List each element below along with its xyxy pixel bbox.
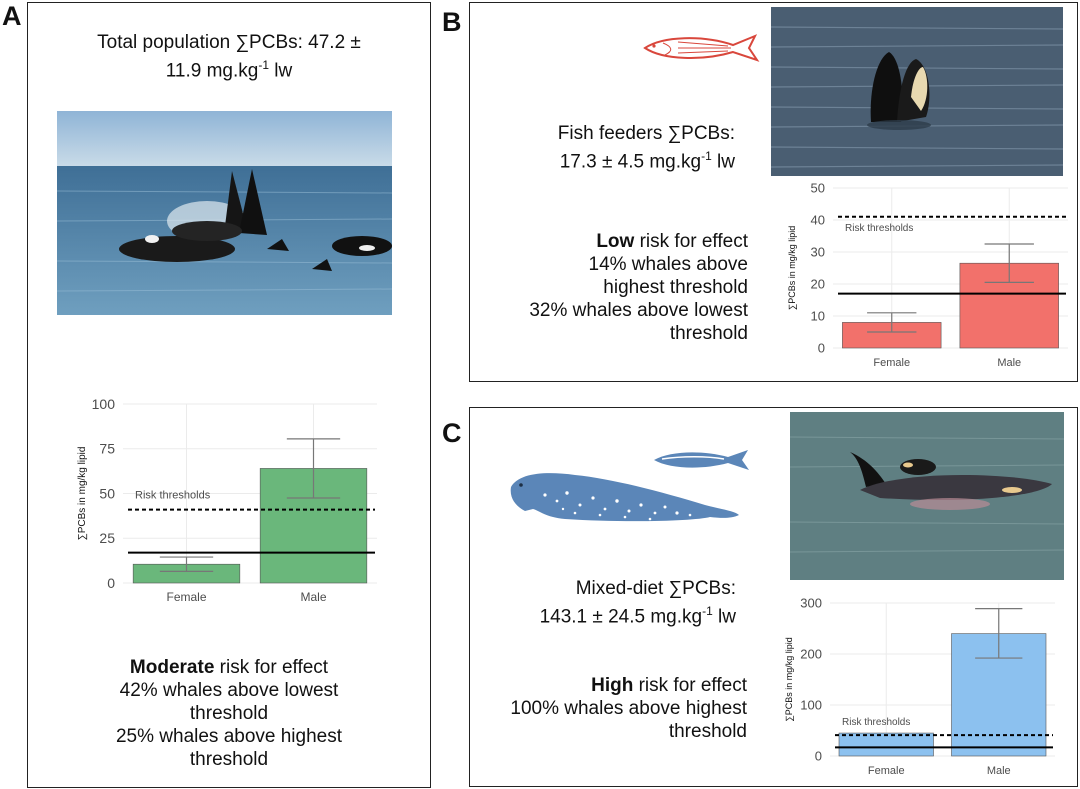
threshold-label: Risk thresholds xyxy=(842,717,910,728)
panel-b-risk-line3: highest threshold xyxy=(603,277,748,298)
panel-b-risk-line5: threshold xyxy=(669,323,748,344)
panel-b-risk-line1: Low risk for effect xyxy=(596,231,748,252)
chart-b: 0 10 20 30 40 50 Risk thresholds Female Male ∑PCB… xyxy=(787,181,1068,369)
fish-icon xyxy=(643,34,760,62)
panel-b-title-line2: 17.3 ± 4.5 mg.kg-1 lw xyxy=(559,149,735,173)
orca-pod-photo xyxy=(57,111,392,315)
panel-a-risk-line2: 42% whales above lowest xyxy=(119,680,339,701)
panel-c-risk-line2: 100% whales above highest xyxy=(510,698,747,719)
y-axis-label: ∑PCBs in mg/kg lipid xyxy=(77,447,88,541)
panel-c-title-line1: Mixed-diet ∑PCBs: xyxy=(575,578,736,599)
threshold-label: Risk thresholds xyxy=(135,490,211,502)
y-tick-label: 0 xyxy=(815,749,822,764)
panel-a-title-line1: Total population ∑PCBs: 47.2 ± xyxy=(97,32,361,53)
panel-c-risk-text: High risk for effect 100% whales above h… xyxy=(470,674,747,743)
y-tick-label: 100 xyxy=(92,396,116,412)
panel-a-risk-line5: threshold xyxy=(189,749,269,770)
bar-female xyxy=(838,732,934,757)
panel-a-risk-line3: threshold xyxy=(189,703,269,724)
y-axis-label: ∑PCBs in mg/kg lipid xyxy=(784,637,794,721)
y-tick-label: 300 xyxy=(800,596,822,611)
x-tick-label: Male xyxy=(987,765,1011,777)
y-tick-label: 0 xyxy=(107,575,115,591)
panel-c-risk-line1: High risk for effect xyxy=(591,675,747,696)
y-tick-label: 40 xyxy=(811,213,825,228)
chart-a: 0 25 50 75 100 Risk thresholds Female Male ∑PCBs… xyxy=(77,396,377,604)
chart-c-plot: 0 100 200 300 Risk thresholds Female Male ∑PCBs… xyxy=(784,596,1055,777)
orca-calf-photo xyxy=(790,412,1064,580)
x-tick-label: Female xyxy=(166,590,206,604)
panel-c-letter: C xyxy=(442,418,462,448)
y-tick-label: 25 xyxy=(99,530,115,546)
threshold-label: Risk thresholds xyxy=(845,223,913,234)
panel-c-risk-line3: threshold xyxy=(668,721,747,742)
spyhop-orca-photo xyxy=(771,7,1063,176)
y-tick-label: 50 xyxy=(99,485,115,501)
panel-b-letter: B xyxy=(442,7,462,37)
chart-a-plot: 0 25 50 75 100 Risk thresholds Female Male ∑PCBs… xyxy=(77,396,377,604)
x-tick-label: Male xyxy=(300,590,326,604)
panel-a-risk-text: Moderate risk for effect 42% whales abov… xyxy=(27,656,431,771)
y-tick-label: 30 xyxy=(811,245,825,260)
panel-b-risk-text: Low risk for effect 14% whales above hig… xyxy=(480,230,748,345)
panel-c-title: Mixed-diet ∑PCBs: 143.1 ± 24.5 mg.kg-1 l… xyxy=(480,577,736,628)
y-tick-label: 75 xyxy=(99,441,115,457)
seal-icon xyxy=(510,473,739,522)
y-tick-label: 50 xyxy=(811,181,825,196)
x-tick-label: Female xyxy=(868,765,905,777)
panel-a-title-line2: 11.9 mg.kg-1 lw xyxy=(165,58,293,82)
chart-c: 0 100 200 300 Risk thresholds Female Male ∑PCBs… xyxy=(784,596,1055,777)
fish-icon-small xyxy=(654,450,749,470)
panel-a-letter: A xyxy=(2,1,22,31)
panel-a-risk-line1: Moderate risk for effect xyxy=(129,657,329,678)
x-tick-label: Female xyxy=(873,357,910,369)
y-tick-label: 20 xyxy=(811,277,825,292)
panel-b-risk-line2: 14% whales above xyxy=(588,254,749,275)
panel-b-title-line1: Fish feeders ∑PCBs: xyxy=(557,123,735,144)
y-axis-label: ∑PCBs in mg/kg lipid xyxy=(787,226,797,310)
panel-b-risk-line4: 32% whales above lowest xyxy=(529,300,748,321)
y-tick-label: 100 xyxy=(800,698,822,713)
x-tick-label: Male xyxy=(997,357,1021,369)
y-tick-label: 200 xyxy=(800,647,822,662)
y-tick-label: 0 xyxy=(818,341,825,356)
panel-a-title: Total population ∑PCBs: 47.2 ± 11.9 mg.k… xyxy=(27,31,431,82)
panel-a-risk-line4: 25% whales above highest xyxy=(115,726,343,747)
panel-c-title-line2: 143.1 ± 24.5 mg.kg-1 lw xyxy=(539,604,736,628)
chart-b-plot: 0 10 20 30 40 50 Risk thresholds Female Male ∑PCB… xyxy=(787,181,1068,369)
panel-b-title: Fish feeders ∑PCBs: 17.3 ± 4.5 mg.kg-1 l… xyxy=(480,122,735,173)
y-tick-label: 10 xyxy=(811,309,825,324)
